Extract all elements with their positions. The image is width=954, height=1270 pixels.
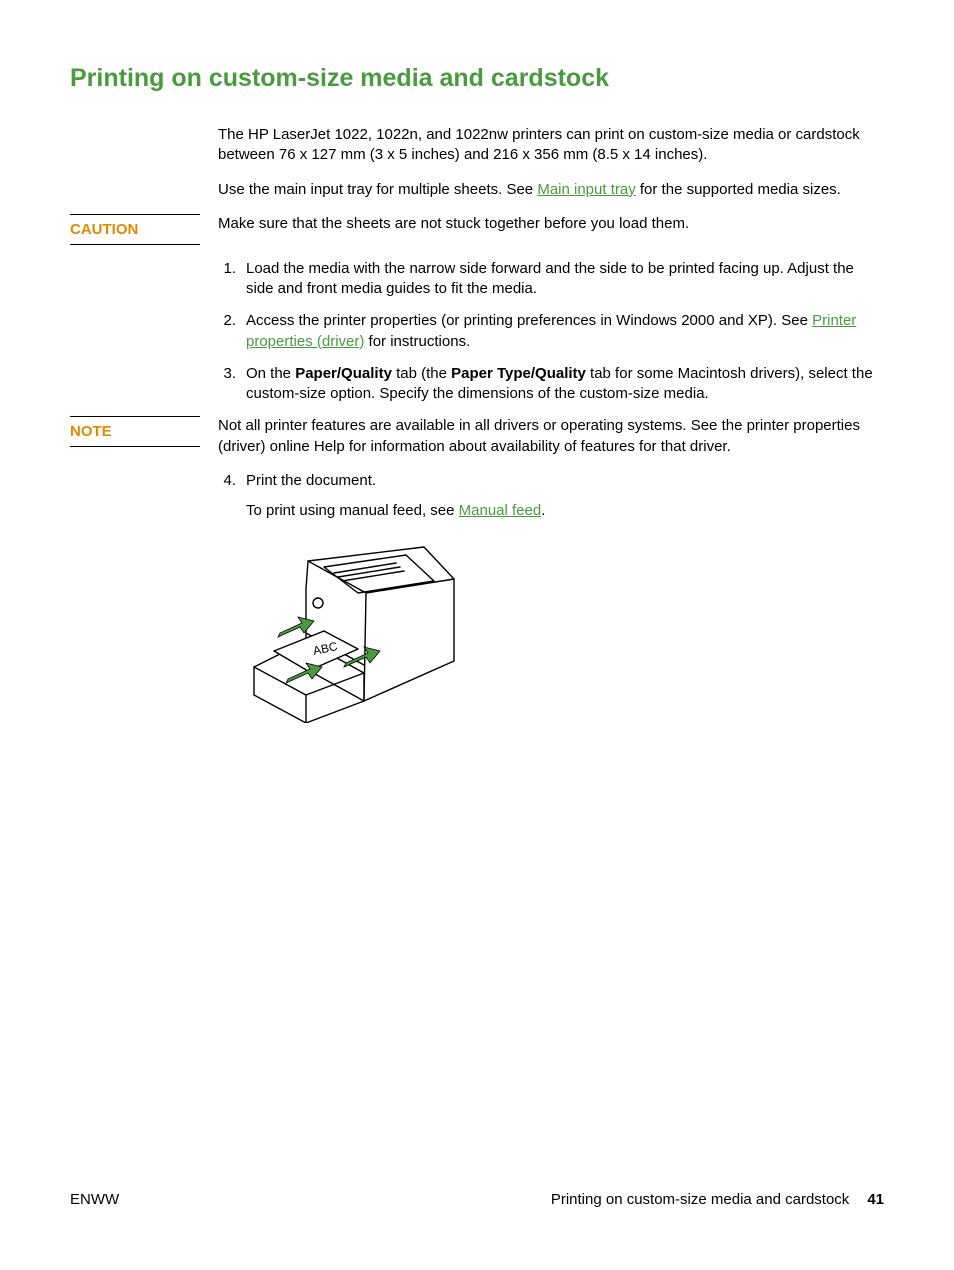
step-num: 1.: [218, 259, 246, 300]
link-manual-feed[interactable]: Manual feed: [459, 502, 542, 519]
step-4-sub: To print using manual feed, see Manual f…: [246, 501, 884, 521]
link-main-input-tray[interactable]: Main input tray: [537, 181, 635, 198]
intro-para-2: Use the main input tray for multiple she…: [218, 180, 884, 200]
step-2-suffix: for instructions.: [364, 333, 470, 350]
step-2: 2. Access the printer properties (or pri…: [218, 311, 884, 352]
step-3-mid1: tab (the: [392, 365, 451, 382]
step-text: Access the printer properties (or printi…: [246, 311, 884, 352]
caution-label: CAUTION: [70, 214, 200, 245]
page-number: 41: [867, 1191, 884, 1208]
note-text: Not all printer features are available i…: [218, 416, 884, 457]
step-3: 3. On the Paper/Quality tab (the Paper T…: [218, 364, 884, 405]
step-text: On the Paper/Quality tab (the Paper Type…: [246, 364, 884, 405]
step-3-pre: On the: [246, 365, 295, 382]
step-num: 4.: [218, 471, 246, 522]
caution-text: Make sure that the sheets are not stuck …: [218, 214, 884, 234]
intro-2-suffix: for the supported media sizes.: [636, 181, 841, 198]
page-footer: ENWW Printing on custom-size media and c…: [70, 1191, 884, 1208]
footer-right-text: Printing on custom-size media and cardst…: [551, 1191, 849, 1208]
step-2-prefix: Access the printer properties (or printi…: [246, 312, 812, 329]
step-4: 4. Print the document. To print using ma…: [218, 471, 884, 522]
steps-list-a: 1. Load the media with the narrow side f…: [218, 259, 884, 405]
step-num: 3.: [218, 364, 246, 405]
footer-left: ENWW: [70, 1191, 119, 1208]
step-1: 1. Load the media with the narrow side f…: [218, 259, 884, 300]
step-text: Print the document.: [246, 472, 376, 489]
step-4-sub-prefix: To print using manual feed, see: [246, 502, 459, 519]
intro-para-1: The HP LaserJet 1022, 1022n, and 1022nw …: [218, 125, 884, 166]
intro-2-prefix: Use the main input tray for multiple she…: [218, 181, 537, 198]
step-num: 2.: [218, 311, 246, 352]
note-label: NOTE: [70, 416, 200, 447]
step-text: Load the media with the narrow side forw…: [246, 259, 884, 300]
step-3-bold-2: Paper Type/Quality: [451, 365, 586, 382]
printer-icon: ABC: [246, 533, 471, 723]
printer-illustration: ABC: [246, 533, 884, 727]
step-4-sub-suffix: .: [541, 502, 545, 519]
step-3-bold-1: Paper/Quality: [295, 365, 392, 382]
steps-list-b: 4. Print the document. To print using ma…: [218, 471, 884, 522]
page-title: Printing on custom-size media and cardst…: [70, 64, 884, 93]
